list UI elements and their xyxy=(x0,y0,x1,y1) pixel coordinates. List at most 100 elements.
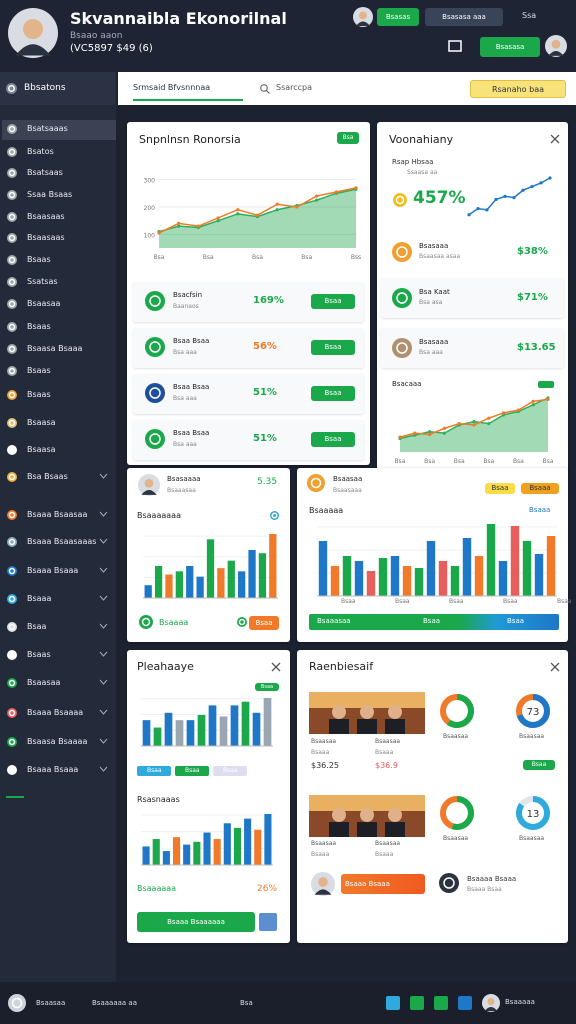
banner[interactable]: Bsaaa Bsaaa xyxy=(341,874,425,894)
sidebar-header xyxy=(0,72,116,105)
avatar-head xyxy=(487,997,495,1006)
tab[interactable]: Srmsaid Bfvsnnnaa xyxy=(133,83,211,92)
badge[interactable]: Bsaa xyxy=(255,683,279,691)
icon-circle xyxy=(7,190,17,200)
bar xyxy=(318,541,328,596)
icon xyxy=(439,873,459,893)
row-sub: Bsa asa xyxy=(419,299,443,306)
icon-inner xyxy=(149,433,161,445)
sidebar-item[interactable]: Bsaasaas xyxy=(27,212,65,221)
panel: Raenbiesaif Bsaasaa 73 Bsaasaa Bsaasaa 13 Bsaa… xyxy=(297,650,568,943)
sidebar-item[interactable]: Bsaas xyxy=(27,366,51,375)
row-name: Bsaa Bsaa xyxy=(173,383,210,391)
header-button[interactable]: Bsasasa aaa xyxy=(425,8,503,26)
icon-inner xyxy=(8,623,16,631)
row-button[interactable]: Bsaa xyxy=(311,432,355,447)
avatar-head xyxy=(23,19,43,39)
sidebar-item[interactable]: Bsatsaaas xyxy=(27,124,68,133)
icon xyxy=(448,40,462,52)
button[interactable]: Bsaaa Bsaaaaaa xyxy=(137,912,255,932)
header-button[interactable]: Bsasasa xyxy=(480,37,540,57)
avatar xyxy=(545,35,567,57)
sidebar-item[interactable]: Bsatsaas xyxy=(27,168,63,177)
icon-inner xyxy=(8,234,16,242)
icon-circle xyxy=(392,242,412,262)
footer-user: Bsaaaaa xyxy=(505,998,535,1006)
bar xyxy=(217,568,225,598)
bar-text: Bsaaasaa xyxy=(317,617,351,625)
bar xyxy=(230,705,239,746)
header-button[interactable]: Bsasas xyxy=(377,8,419,26)
badge[interactable]: Bsa xyxy=(337,132,359,144)
sidebar-item[interactable]: Bsaasa xyxy=(27,418,56,427)
sidebar-item[interactable]: Bsaaa Bsaaaa xyxy=(27,708,84,717)
bar xyxy=(196,576,204,598)
sidebar-item[interactable]: Bsaaa Bsaasaa xyxy=(27,510,88,519)
sidebar-item[interactable]: Bsaas xyxy=(27,322,51,331)
sidebar-item[interactable]: Bsaa xyxy=(27,622,47,631)
icon-circle xyxy=(392,288,412,308)
toolbar-button[interactable]: Rsanaho baa xyxy=(470,80,566,98)
icon-inner xyxy=(396,342,408,354)
sidebar-item[interactable]: Bsaasaa xyxy=(27,299,61,308)
footer-item[interactable]: Bsaasaa xyxy=(36,999,66,1007)
sidebar-item[interactable]: Bsaaa Bsaasaaas xyxy=(27,537,97,546)
icon xyxy=(7,472,17,482)
row-button[interactable]: Bsaa xyxy=(311,340,355,355)
pill[interactable]: Bsaa xyxy=(485,483,515,494)
square-button[interactable] xyxy=(259,913,277,931)
sidebar-item[interactable]: Bsaasa Bsaaa xyxy=(27,344,83,353)
x-label: Bsaa xyxy=(557,598,572,605)
search[interactable]: Ssarccpa xyxy=(276,83,313,92)
button[interactable]: Bsaa xyxy=(249,616,279,630)
item-sub: Bsaaa xyxy=(311,851,330,858)
footer-icon xyxy=(386,996,400,1010)
icon-circle xyxy=(237,617,247,627)
sidebar-item[interactable]: Bsaasa xyxy=(27,445,56,454)
icon-inner xyxy=(8,738,16,746)
button[interactable]: Bsaa xyxy=(523,760,555,770)
icon-circle xyxy=(145,383,165,403)
summary: Bsaaaaaa xyxy=(137,884,177,893)
icon-inner xyxy=(8,345,16,353)
sidebar-item[interactable]: Bsaaa Bsaaa xyxy=(27,765,79,774)
point xyxy=(177,221,181,225)
sidebar-item[interactable]: Bsatos xyxy=(27,147,54,156)
sidebar-item[interactable]: Bsaaa Bsaaa xyxy=(27,566,79,575)
sidebar-item[interactable]: Bsaas xyxy=(27,255,51,264)
sidebar-item[interactable]: Bsa Bsaas xyxy=(27,472,68,481)
icon-inner xyxy=(8,256,16,264)
sidebar-item[interactable]: Ssaa Bsaas xyxy=(27,190,73,199)
sidebar-item[interactable]: Bsaasaa xyxy=(27,678,61,687)
row-button[interactable]: Bsaa xyxy=(311,294,355,309)
sidebar-item[interactable]: Bsaasaas xyxy=(27,233,65,242)
sidebar-item[interactable]: Bsaaa xyxy=(27,594,52,603)
bar xyxy=(426,541,436,596)
sidebar-item[interactable]: Bsaas xyxy=(27,390,51,399)
footer-icon-rect xyxy=(458,996,472,1010)
footer-icon xyxy=(458,996,472,1010)
legend-label: Bsaa xyxy=(223,767,238,774)
row-button[interactable]: Bsaa xyxy=(311,386,355,401)
icon xyxy=(7,233,17,243)
footer-item[interactable]: Bsa xyxy=(240,999,253,1007)
point xyxy=(236,208,240,212)
chevron xyxy=(99,511,108,517)
chevron xyxy=(99,766,108,772)
item-value: $36.25 xyxy=(311,761,339,770)
chevron xyxy=(99,651,108,657)
sidebar-item[interactable]: Bsaas xyxy=(27,650,51,659)
pill[interactable]: Bsaaa xyxy=(521,483,559,494)
donut-segment xyxy=(516,796,550,830)
row-name: Bsaa Bsaa xyxy=(173,429,210,437)
icon xyxy=(7,124,17,134)
face xyxy=(388,705,402,719)
point xyxy=(334,190,338,194)
link[interactable]: Bsaaaa xyxy=(159,618,189,627)
sidebar-item[interactable]: Ssatsas xyxy=(27,277,58,286)
sidebar-item[interactable]: Bsaasa Bsaaaa xyxy=(27,737,88,746)
big-value: 457% xyxy=(413,188,466,208)
footer-item[interactable]: Bsaaaaaa aa xyxy=(92,999,137,1007)
link[interactable]: Bsaaa xyxy=(529,506,551,514)
